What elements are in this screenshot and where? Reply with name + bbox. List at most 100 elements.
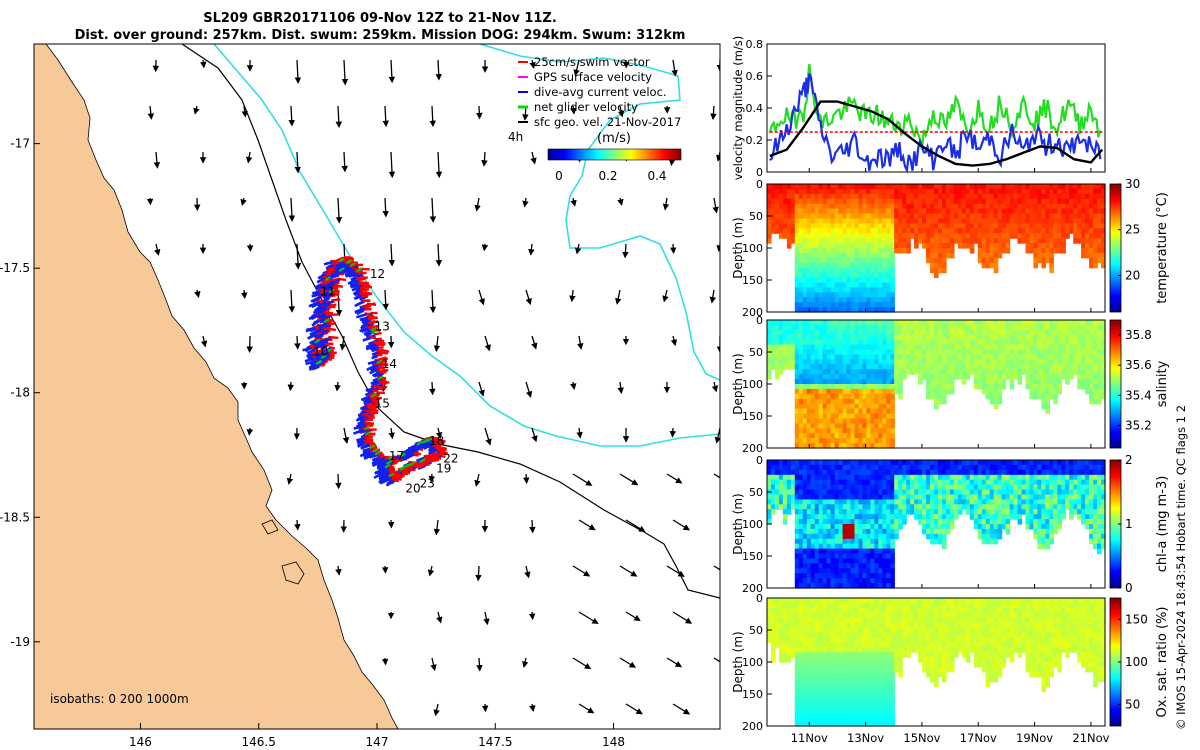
section-cell — [794, 563, 800, 569]
section-cell — [957, 334, 963, 341]
section-cell — [834, 568, 840, 574]
section-cell — [830, 297, 836, 303]
section-cell — [926, 364, 931, 370]
section-cell — [866, 443, 871, 449]
section-cell — [942, 369, 947, 375]
section-cell — [874, 248, 879, 254]
section-cell — [1045, 359, 1050, 365]
section-cell — [969, 228, 975, 234]
section-cell — [798, 548, 804, 555]
section-cell — [826, 349, 832, 355]
section-cell — [782, 469, 788, 476]
section-cell — [850, 504, 856, 510]
section-cell — [938, 329, 943, 336]
section-cell — [838, 228, 844, 234]
section-cell — [942, 193, 947, 200]
section-cell — [878, 184, 883, 190]
section-cell — [989, 233, 995, 239]
section-cell — [826, 297, 832, 303]
section-cell — [926, 329, 931, 336]
section-cell — [938, 184, 943, 190]
section-cell — [806, 282, 812, 288]
section-cell — [794, 388, 800, 395]
velocity-arrow — [711, 381, 719, 393]
section-cell — [846, 393, 852, 400]
section-cell — [965, 329, 971, 336]
section-cell — [1085, 203, 1090, 210]
section-cell — [1009, 329, 1015, 336]
section-cell — [814, 364, 820, 370]
section-cell — [1081, 228, 1086, 234]
section-cell — [1045, 223, 1050, 229]
section-cell — [985, 213, 991, 219]
section-cell — [810, 514, 816, 520]
section-cell — [842, 184, 848, 190]
section-cell — [806, 208, 812, 215]
land — [34, 44, 399, 729]
section-cell — [826, 504, 832, 510]
section-cell — [926, 233, 931, 239]
section-cell — [842, 474, 848, 481]
section-cell — [834, 307, 840, 313]
section-cell — [822, 548, 828, 555]
depth-tick-label: 0 — [756, 178, 763, 191]
section-cell — [822, 398, 828, 405]
section-cell — [993, 223, 999, 229]
section-cell — [771, 489, 776, 495]
section-cell — [898, 369, 903, 375]
section-cell — [806, 369, 812, 375]
section-cell — [806, 213, 812, 219]
section-cell — [1085, 339, 1090, 346]
section-cell — [854, 364, 860, 370]
section-cell — [826, 339, 832, 346]
section-cell — [1093, 354, 1098, 360]
section-cell — [838, 238, 844, 244]
section-cell — [778, 213, 784, 219]
section-cell — [802, 543, 808, 550]
section-cell — [874, 408, 879, 415]
dive-avg-vector — [350, 283, 361, 289]
section-cell — [945, 334, 951, 341]
section-cell — [945, 369, 951, 375]
section-cell — [969, 334, 975, 341]
section-cell — [767, 233, 772, 239]
section-cell — [1085, 349, 1090, 355]
section-cell — [945, 388, 951, 395]
section-cell — [802, 267, 808, 274]
section-cell — [814, 349, 820, 355]
section-cell — [977, 218, 983, 224]
section-cell — [862, 349, 867, 355]
velocity-arrow — [625, 703, 643, 715]
section-cell — [874, 272, 879, 279]
section-cell — [810, 364, 816, 370]
section-cell — [961, 233, 967, 239]
depth-axis-label: Depth (m) — [731, 353, 745, 414]
section-cell — [926, 339, 931, 346]
section-cell — [1089, 339, 1094, 346]
section-cell — [985, 349, 991, 355]
velocity-arrow — [578, 611, 599, 625]
section-cell — [810, 188, 816, 195]
section-cell — [834, 538, 840, 545]
section-cell — [842, 188, 848, 195]
section-cell — [822, 553, 828, 559]
section-cell — [938, 218, 943, 224]
velocity-arrow — [475, 565, 482, 582]
section-cell — [866, 384, 871, 390]
section-cell — [945, 252, 951, 259]
section-cell — [818, 548, 824, 555]
section-cell — [894, 213, 899, 219]
velocity-arrow — [388, 243, 396, 267]
section-cell — [838, 443, 844, 449]
section-cell — [1081, 218, 1086, 224]
section-cell — [1045, 257, 1050, 264]
section-cell — [1053, 233, 1058, 239]
section-cell — [834, 558, 840, 564]
section-cell — [850, 469, 856, 476]
section-cell — [1093, 198, 1098, 205]
section-cell — [854, 277, 860, 283]
section-cell — [886, 277, 891, 283]
section-cell — [858, 320, 864, 326]
section-cell — [846, 193, 852, 200]
section-cell — [826, 302, 832, 308]
